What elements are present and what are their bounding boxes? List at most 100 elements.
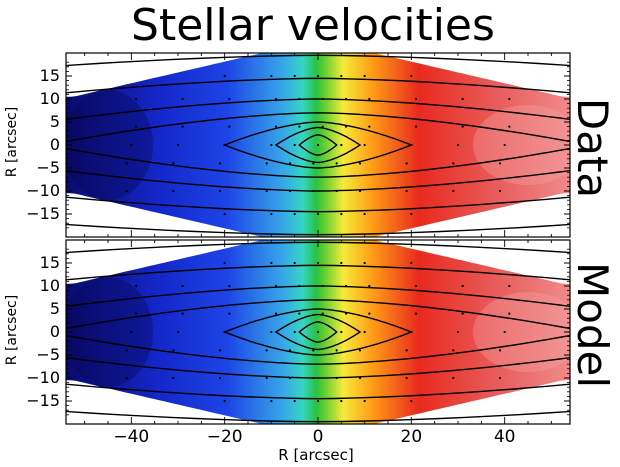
bin-dot [508,312,511,315]
bin-dot [363,143,366,147]
bin-dot [181,312,184,315]
bin-dot [461,312,464,315]
bin-dot [218,162,222,165]
bin-dot [335,189,338,193]
isophote-contour [66,77,570,213]
bin-dot [223,261,226,265]
y-axis-label-model: R [arcsec] [4,295,20,365]
y-tick-label: −15 [26,204,60,223]
bin-dot [293,399,296,403]
panel-label-model: Model [568,262,617,388]
bin-dot [130,143,133,147]
bin-dot [298,97,301,101]
bin-dot [410,399,413,403]
y-tick-label: 5 [50,299,60,318]
bin-dot [461,284,464,288]
x-tick-label: −20 [207,427,243,447]
bin-dot [218,189,222,193]
chart-title: Stellar velocities [131,0,495,51]
bin-dot [363,399,366,403]
x-tick-label: 0 [313,427,324,447]
plot-area [66,53,570,237]
bin-dot [452,189,455,193]
isophote-contour [66,98,570,192]
panel-label-data: Data [568,98,617,198]
bin-dot [340,330,343,334]
bin-dot [172,376,175,380]
isophote-contour [66,285,570,379]
y-tick-label: −5 [36,345,60,364]
y-tick-label: −10 [26,181,60,200]
bin-dot [316,143,320,147]
bin-dot [223,399,226,403]
bin-dot [456,330,460,334]
bin-dot [293,330,296,334]
bin-dot [503,330,506,334]
bin-dot [321,125,324,128]
bin-dot [368,312,371,315]
x-tick-label: 40 [494,427,516,447]
isophote-contour [298,321,338,343]
bin-dot [316,399,320,403]
bin-dot [265,376,268,380]
bin-dot [358,349,362,352]
bin-dot [363,74,366,78]
bin-dot [312,189,315,193]
dark-lobe [66,90,153,200]
bin-dot [228,312,231,315]
bin-dot [172,349,175,352]
bin-dot [223,143,226,147]
bin-dot [340,212,343,216]
bin-dot [363,330,366,334]
plot-area [66,240,570,424]
bin-dot [335,162,338,165]
x-tick-labels: −40 −20 0 20 40 [113,427,515,447]
isophote-contour [66,264,570,400]
bin-dot [461,125,464,128]
bin-dot [312,162,315,165]
bin-dot [410,330,413,334]
bin-dot [270,261,273,265]
bin-dot [298,284,301,288]
bin-dot [134,284,138,288]
bin-dot [298,312,301,315]
bin-dot [508,125,511,128]
bin-dot [452,162,455,165]
y-tick-label: −5 [36,158,60,177]
x-axis-label: R [arcsec] [278,446,353,464]
bin-dot [228,284,231,288]
bin-dot [125,376,128,380]
bin-dot [134,312,138,315]
bin-dot [316,261,320,265]
isophote-contour [274,126,362,164]
bin-dot [414,312,418,315]
bin-dot [340,74,343,78]
bin-dot [223,74,226,78]
bin-dot [368,284,371,288]
bin-dot [363,212,366,216]
bin-dot [410,143,413,147]
bin-dot [410,212,413,216]
panel-model: −15 −10 −5 0 5 10 15 [26,239,571,425]
bin-dot [293,261,296,265]
bin-dot [340,399,343,403]
bin-dot [223,212,226,216]
bin-dot [265,162,268,165]
bin-dot [223,330,226,334]
isophote-contour [274,313,362,351]
bin-dot [456,143,460,147]
x-tick-label: −40 [113,427,149,447]
bin-dot [130,330,133,334]
isophote-contour [298,134,338,156]
light-lobe [473,105,570,185]
bin-dot [344,97,348,101]
light-lobe [473,292,570,372]
bin-dot [358,189,362,193]
y-tick-label: −10 [26,368,60,387]
bin-dot [368,97,371,101]
bin-dot [134,97,138,101]
bin-dot [176,143,180,147]
bin-dot [293,143,296,147]
bin-dot [316,212,320,216]
bin-dot [125,189,128,193]
